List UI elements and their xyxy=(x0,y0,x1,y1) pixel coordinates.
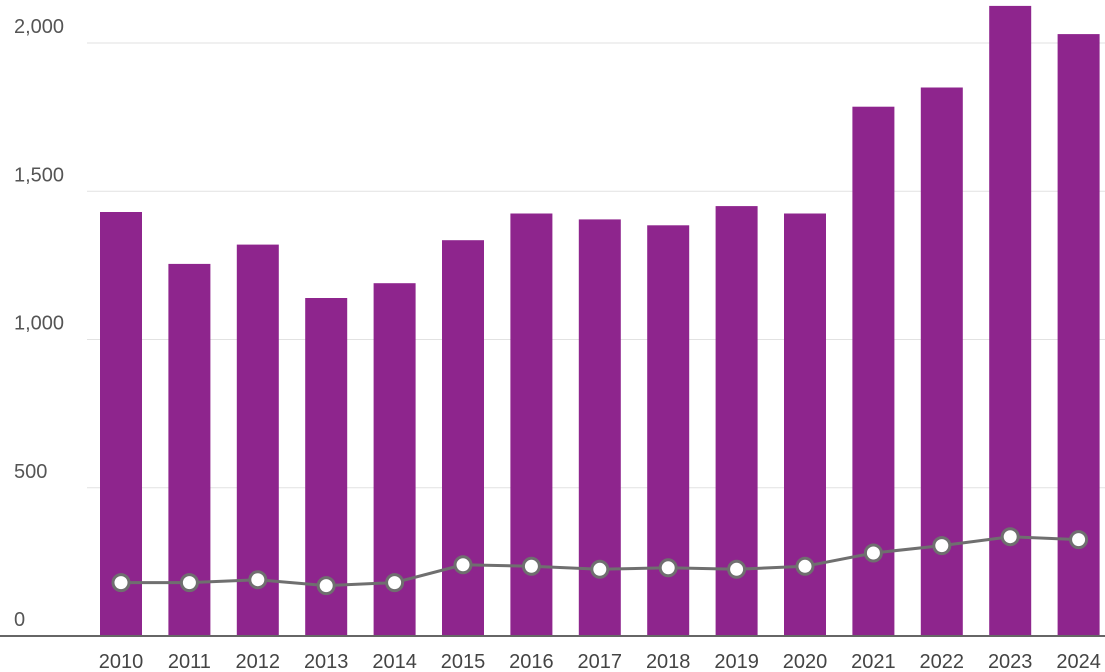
line-point xyxy=(795,556,815,576)
line-point xyxy=(590,559,610,579)
y-tick-label: 500 xyxy=(14,461,47,483)
x-tick-label: 2019 xyxy=(714,651,759,672)
line-point xyxy=(658,558,678,578)
y-axis-tick-labels: 0 500 1,000 1,500 2,000 xyxy=(14,16,64,631)
bar xyxy=(100,212,142,636)
x-tick-label: 2024 xyxy=(1056,651,1101,672)
y-tick-label: 0 xyxy=(14,609,25,631)
y-tick-label: 1,500 xyxy=(14,164,64,186)
line-point xyxy=(727,559,747,579)
x-axis-tick-labels: 2010 2011 2012 2013 2014 2015 2016 2017 2018 2019… xyxy=(99,651,1101,672)
x-tick-label: 2023 xyxy=(988,651,1033,672)
x-tick-label: 2011 xyxy=(168,651,211,672)
x-tick-label: 2013 xyxy=(304,651,349,672)
line-point xyxy=(1000,527,1020,547)
x-tick-label: 2014 xyxy=(372,651,417,672)
line-series xyxy=(111,527,1089,596)
x-tick-label: 2010 xyxy=(99,651,144,672)
x-tick-label: 2015 xyxy=(441,651,486,672)
line-point xyxy=(179,573,199,593)
x-tick-label: 2012 xyxy=(236,651,281,672)
line-point xyxy=(1069,530,1089,550)
line-point xyxy=(316,576,336,596)
x-tick-label: 2018 xyxy=(646,651,691,672)
line-point xyxy=(111,573,131,593)
line-point xyxy=(453,555,473,575)
bar xyxy=(442,240,484,636)
line-point xyxy=(521,556,541,576)
y-tick-label: 2,000 xyxy=(14,16,64,38)
line-point xyxy=(248,570,268,590)
line-point xyxy=(863,543,883,563)
x-tick-label: 2017 xyxy=(578,651,623,672)
x-tick-label: 2016 xyxy=(509,651,554,672)
line-point xyxy=(385,573,405,593)
line-point xyxy=(932,536,952,556)
x-tick-label: 2021 xyxy=(851,651,896,672)
x-tick-label: 2020 xyxy=(783,651,828,672)
y-tick-label: 1,000 xyxy=(14,313,64,335)
x-tick-label: 2022 xyxy=(920,651,965,672)
